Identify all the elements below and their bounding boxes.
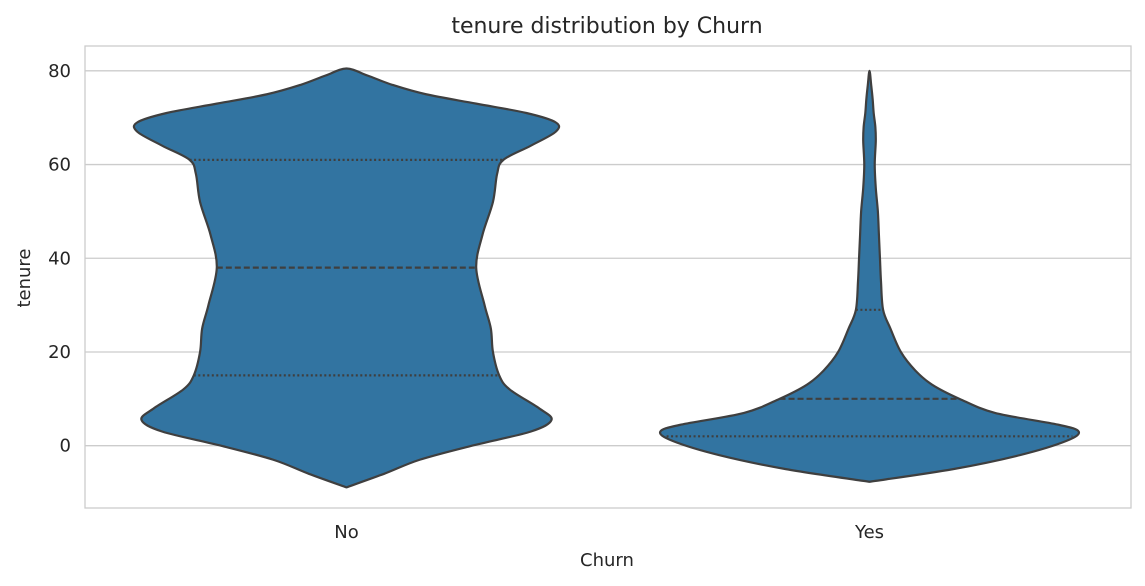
- y-tick-label: 0: [60, 436, 71, 457]
- x-tick-label: Yes: [854, 522, 884, 543]
- plot-frame: [84, 45, 1132, 509]
- y-axis-label: tenure: [14, 248, 35, 307]
- y-tick-label: 60: [48, 155, 71, 176]
- violin-body: [132, 67, 561, 489]
- x-tick-label: No: [334, 522, 358, 543]
- violin-yes: [658, 69, 1081, 483]
- y-axis-ticks: 0 20 40 60 80: [48, 61, 71, 457]
- violin-no: [132, 67, 561, 489]
- x-axis-label: Churn: [580, 550, 634, 571]
- y-tick-label: 80: [48, 61, 71, 82]
- violin-body: [658, 69, 1081, 483]
- y-tick-label: 20: [48, 342, 71, 363]
- violin-layer: [132, 67, 1081, 489]
- x-axis-ticks: No Yes: [334, 522, 884, 543]
- y-tick-label: 40: [48, 248, 71, 269]
- chart-title: tenure distribution by Churn: [451, 14, 762, 39]
